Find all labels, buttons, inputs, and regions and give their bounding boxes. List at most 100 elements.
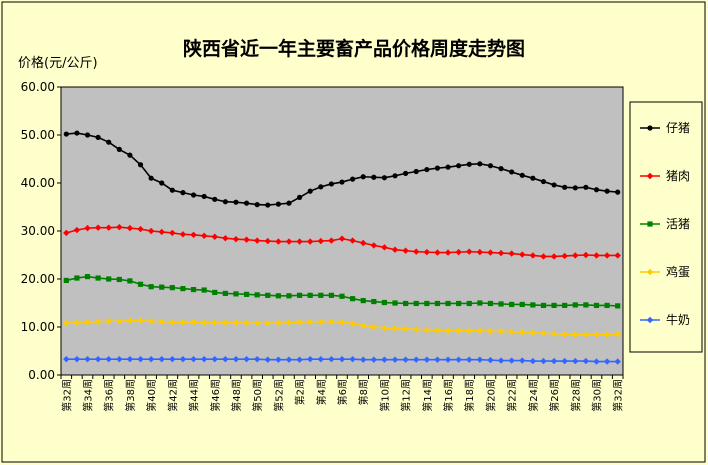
data-point: [159, 284, 165, 290]
x-tick-label: 第34周: [82, 379, 95, 412]
data-point: [285, 356, 293, 363]
data-point: [487, 249, 494, 256]
data-point: [105, 224, 112, 231]
data-point: [455, 327, 462, 335]
data-point: [540, 302, 547, 308]
data-point: [159, 180, 165, 186]
data-point: [127, 278, 133, 284]
y-tick-label: 30.00: [21, 224, 55, 238]
data-point: [190, 319, 197, 326]
data-point: [445, 164, 451, 170]
data-point: [179, 319, 187, 326]
data-point: [137, 355, 144, 363]
x-tick-label: 第12周: [400, 379, 413, 412]
x-tick-label: 第8周: [357, 379, 370, 405]
data-point: [137, 317, 144, 324]
data-point: [84, 224, 91, 232]
data-point: [317, 355, 324, 363]
data-point: [604, 188, 610, 194]
data-point: [222, 319, 229, 326]
data-point: [615, 303, 621, 309]
legend-label: 鸡蛋: [666, 264, 690, 279]
data-point: [339, 179, 345, 185]
data-point: [179, 231, 187, 238]
data-point: [402, 356, 409, 363]
data-point: [360, 298, 366, 304]
x-tick-label: 第32周: [60, 379, 73, 412]
data-point: [73, 226, 81, 234]
data-point: [148, 175, 154, 181]
data-point: [403, 300, 409, 307]
data-point: [254, 202, 260, 208]
data-point: [116, 276, 122, 283]
data-point: [434, 249, 441, 256]
legend-label: 活猪: [666, 217, 690, 231]
x-tick-label: 第44周: [188, 379, 201, 412]
x-tick-label: 第32周: [612, 379, 625, 412]
data-point: [614, 252, 621, 259]
data-point: [63, 131, 69, 137]
data-point: [328, 237, 335, 244]
data-point: [466, 248, 473, 255]
data-point: [318, 184, 324, 190]
data-point: [306, 318, 314, 325]
data-point: [105, 318, 112, 325]
series-3: [63, 317, 621, 338]
data-point: [233, 199, 239, 205]
x-tick-label: 第22周: [506, 379, 519, 412]
series-2: [63, 274, 621, 309]
x-tick-label: 第24周: [527, 379, 540, 412]
data-point: [572, 252, 579, 259]
data-point: [296, 356, 303, 363]
data-point: [370, 242, 378, 249]
data-point: [201, 287, 207, 293]
data-point: [63, 319, 70, 327]
data-point: [572, 185, 578, 191]
data-point: [116, 355, 123, 363]
data-point: [498, 301, 504, 307]
data-point: [530, 302, 536, 308]
data-point: [212, 196, 218, 202]
data-point: [94, 318, 102, 325]
data-point: [456, 300, 462, 307]
data-point: [349, 320, 356, 327]
data-point: [487, 300, 494, 307]
data-point: [593, 252, 600, 259]
data-point: [338, 355, 346, 363]
data-point: [211, 233, 218, 240]
data-point: [477, 300, 483, 306]
data-point: [583, 184, 589, 190]
data-point: [84, 274, 91, 280]
data-point: [519, 329, 526, 336]
data-point: [371, 174, 377, 180]
data-point: [466, 356, 473, 363]
data-point: [95, 275, 101, 281]
data-point: [423, 326, 431, 334]
data-point: [391, 325, 399, 332]
data-point: [434, 356, 441, 363]
data-point: [582, 331, 590, 338]
data-point: [63, 355, 70, 363]
data-point: [328, 318, 335, 325]
data-point: [540, 330, 547, 337]
y-tick-label: 0.00: [28, 368, 55, 382]
data-point: [562, 184, 568, 190]
data-point: [360, 356, 367, 363]
data-point: [381, 324, 388, 332]
data-point: [350, 176, 356, 182]
series-1: [63, 223, 621, 260]
data-point: [349, 237, 356, 244]
data-point: [392, 173, 398, 179]
data-point: [232, 355, 240, 363]
data-point: [74, 275, 80, 281]
data-point: [265, 292, 271, 298]
data-point: [137, 281, 144, 287]
legend-marker: [647, 125, 653, 131]
data-point: [306, 355, 314, 363]
data-point: [614, 358, 621, 365]
data-point: [232, 319, 240, 326]
data-point: [603, 252, 611, 259]
data-point: [84, 319, 91, 326]
data-point: [519, 172, 525, 178]
